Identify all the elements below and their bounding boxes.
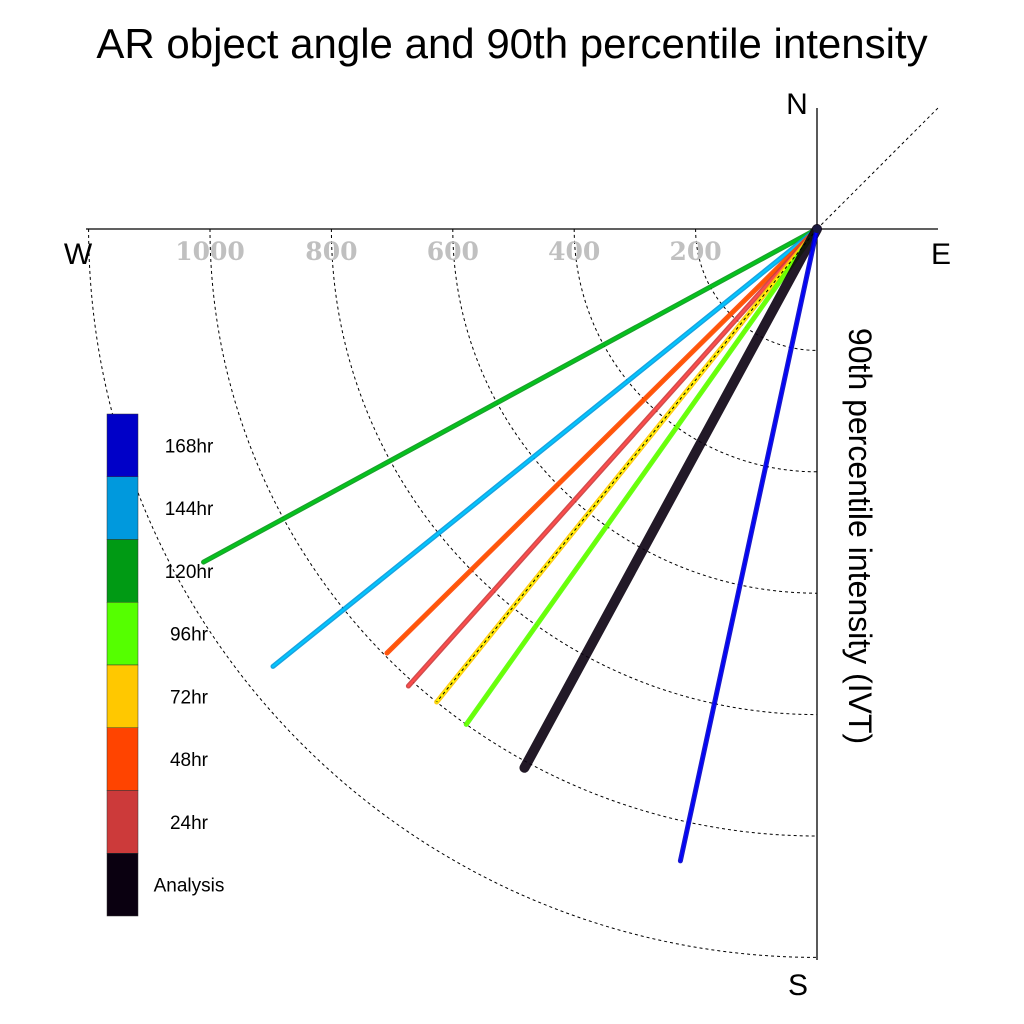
tick-label-1000: 1000 — [175, 237, 245, 266]
origin-point — [813, 225, 821, 233]
radial-tick-labels: 200 400 600 800 1000 — [175, 237, 721, 266]
legend: 168hr 144hr 120hr 96hr 72hr 48hr 24hr Analysis — [106, 413, 225, 917]
compass-east: E — [931, 238, 951, 271]
axes — [86, 107, 939, 960]
ring-1200 — [88, 228, 818, 958]
tick-label-200: 200 — [670, 237, 722, 266]
ring-800 — [330, 228, 818, 716]
legend-swatch-120hr — [106, 539, 139, 603]
ring-400 — [573, 228, 818, 473]
ring-1000 — [209, 228, 818, 837]
vector-24hr — [405, 226, 820, 689]
legend-label-144hr: 144hr — [165, 499, 214, 520]
series-vectors — [201, 224, 822, 864]
vector-48hr — [384, 226, 820, 656]
legend-swatch-96hr — [106, 602, 139, 666]
vector-72hr-guide — [436, 228, 818, 703]
legend-label-analysis: Analysis — [154, 876, 225, 897]
legend-label-120hr: 120hr — [165, 562, 214, 583]
legend-label-168hr: 168hr — [165, 436, 214, 457]
vector-120hr — [201, 226, 820, 565]
vector-168hr — [677, 226, 820, 864]
legend-label-48hr: 48hr — [170, 750, 209, 771]
legend-swatch-analysis — [106, 853, 139, 917]
vector-analysis — [519, 224, 822, 773]
compass-west: W — [64, 238, 93, 271]
legend-swatch-144hr — [106, 476, 139, 540]
diagonal-guide — [816, 107, 939, 230]
legend-swatch-24hr — [106, 790, 139, 854]
legend-label-96hr: 96hr — [170, 625, 209, 646]
radial-rings — [88, 228, 818, 958]
vector-144hr — [270, 226, 820, 669]
tick-label-800: 800 — [305, 237, 357, 266]
tick-label-600: 600 — [427, 237, 479, 266]
legend-swatch-72hr — [106, 664, 139, 728]
compass-north: N — [786, 88, 808, 121]
legend-swatch-168hr — [106, 413, 139, 477]
chart-title: AR object angle and 90th percentile inte… — [96, 20, 927, 67]
vector-96hr — [463, 226, 820, 727]
tick-label-400: 400 — [548, 237, 600, 266]
compass-south: S — [788, 969, 808, 1002]
legend-label-24hr: 24hr — [170, 813, 209, 834]
legend-label-72hr: 72hr — [170, 687, 209, 708]
radial-axis-label: 90th percentile intensity (IVT) — [842, 328, 878, 744]
ring-600 — [452, 228, 818, 594]
legend-swatch-48hr — [106, 727, 139, 791]
